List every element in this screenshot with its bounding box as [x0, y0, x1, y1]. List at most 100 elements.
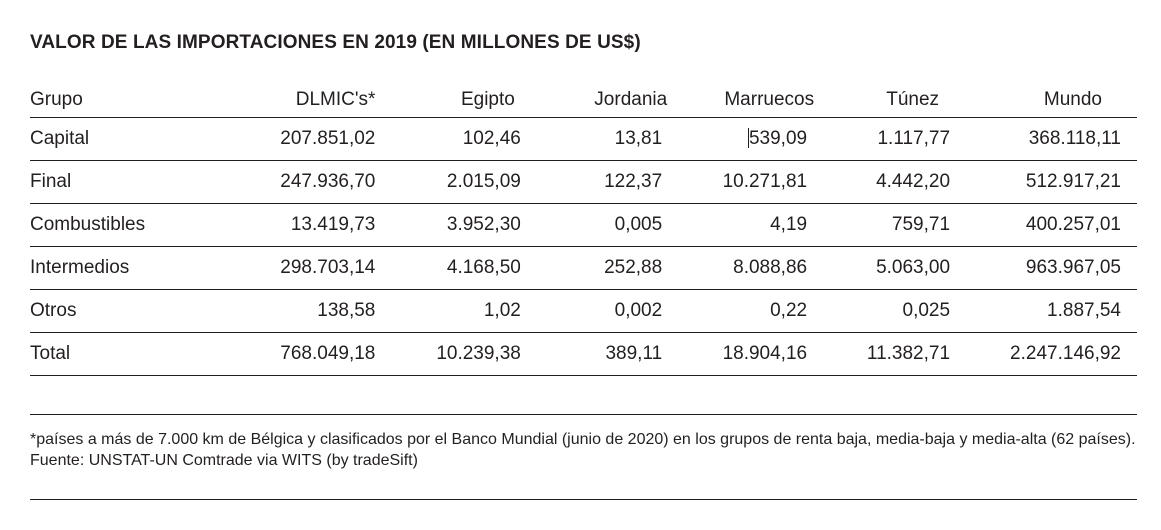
cell-marruecos: 10.271,81: [662, 160, 808, 203]
header-marruecos-label: Marruecos: [724, 89, 815, 110]
cell-dlmics: 13.419,73: [237, 203, 376, 246]
header-egipto-label: Egipto: [460, 89, 515, 110]
header-grupo: Grupo: [30, 89, 83, 110]
cell-value: Capital: [30, 127, 90, 149]
footnote-text: *países a más de 7.000 km de Bélgica y c…: [30, 431, 1136, 448]
cell-value: 138,58: [317, 299, 376, 321]
table-row: Combustibles 13.419,73 3.952,30 0,005 4,19 75…: [30, 203, 1137, 246]
cell-egipto: 3.952,30: [375, 203, 521, 246]
cell-value: Combustibles: [30, 213, 146, 235]
cell-value: 10.239,38: [436, 342, 521, 364]
table-row: Total 768.049,18 10.239,38 389,11 18.904,16 1…: [30, 332, 1137, 375]
header-tunez-label: Túnez: [886, 89, 940, 110]
cell-grupo: Intermedios: [30, 246, 237, 289]
cell-tunez: 0,025: [807, 289, 951, 332]
table-row: Final 247.936,70 2.015,09 122,37 10.271,81 4.…: [30, 160, 1137, 203]
cell-egipto: 4.168,50: [375, 246, 521, 289]
cell-value: 1.887,54: [1047, 299, 1121, 321]
cell-tunez: 4.442,20: [807, 160, 950, 203]
cell-value: 768.049,18: [280, 342, 376, 364]
cell-egipto: 102,46: [375, 117, 521, 160]
cell-jordania: 13,81: [521, 117, 663, 160]
cell-value: 207.851,02: [280, 127, 376, 149]
cell-mundo: 2.247.146,92: [950, 332, 1137, 375]
cell-value: 0,025: [902, 299, 951, 321]
cell-value: 4,19: [770, 213, 808, 235]
cell-tunez: 5.063,00: [807, 246, 950, 289]
header-mundo: Mundo: [950, 80, 1137, 117]
cell-egipto: 1,02: [375, 289, 521, 332]
cell-dlmics: 298.703,14: [237, 246, 376, 289]
footnotes: *países a más de 7.000 km de Bélgica y c…: [30, 414, 1137, 500]
cell-value: 2.247.146,92: [1010, 342, 1121, 364]
cell-marruecos: 539,09: [662, 117, 807, 160]
cell-marruecos: 8.088,86: [662, 246, 807, 289]
cell-mundo: 512.917,21: [950, 160, 1137, 203]
cell-dlmics: 768.049,18: [237, 332, 376, 375]
cell-value: 10.271,81: [722, 170, 808, 192]
header-jordania: Jordania: [521, 80, 667, 117]
cell-value: 298.703,14: [280, 256, 376, 278]
cell-jordania: 389,11: [521, 332, 662, 375]
cell-value: Final: [30, 170, 72, 192]
cell-tunez: 759,71: [807, 203, 950, 246]
cell-value: Otros: [30, 299, 77, 321]
cell-value: 247.936,70: [280, 170, 376, 192]
cell-value: 122,37: [604, 170, 663, 192]
cell-grupo: Combustibles: [30, 203, 237, 246]
cell-value: 0,002: [614, 299, 663, 321]
cell-egipto: 2.015,09: [375, 160, 521, 203]
cell-jordania: 122,37: [521, 160, 662, 203]
cell-grupo: Capital: [30, 117, 237, 160]
header-dlmics-label: DLMIC's*: [295, 89, 376, 110]
cell-value: 0,22: [770, 299, 808, 321]
cell-jordania: 0,005: [521, 203, 663, 246]
cell-value: 4.442,20: [876, 170, 951, 192]
cell-value: 759,71: [891, 213, 951, 235]
text-cursor: [747, 127, 749, 148]
header-dlmics: DLMIC's*: [237, 80, 376, 117]
cell-grupo: Final: [30, 160, 237, 203]
cell-value: 102,46: [462, 127, 521, 149]
cell-value: 13.419,73: [290, 213, 376, 235]
cell-dlmics: 138,58: [237, 289, 376, 332]
cell-jordania: 0,002: [521, 289, 663, 332]
cell-tunez: 11.382,71: [807, 332, 950, 375]
cell-value: 0,005: [614, 213, 663, 235]
cell-value: 539,09: [748, 127, 808, 149]
cell-value: 13,81: [614, 127, 663, 149]
table-row: Otros 138,58 1,02 0,002 0,22 0,025 1.887,54: [30, 289, 1137, 332]
imports-table: Grupo DLMIC's* Egipto Jordania Marruecos…: [30, 80, 1137, 376]
header-marruecos: Marruecos: [662, 80, 814, 117]
cell-marruecos: 4,19: [662, 203, 807, 246]
cell-value: 512.917,21: [1025, 170, 1121, 192]
cell-marruecos: 18.904,16: [662, 332, 808, 375]
cell-value: 2.015,09: [446, 170, 521, 192]
cell-value: 8.088,86: [733, 256, 808, 278]
cell-value: 368.118,11: [1028, 127, 1121, 149]
cell-mundo: 400.257,01: [950, 203, 1137, 246]
cell-value: 3.952,30: [446, 213, 521, 235]
header-egipto: Egipto: [375, 80, 520, 117]
cell-value: 11.382,71: [866, 342, 951, 364]
cell-value: 1,02: [483, 299, 521, 321]
cell-value: Intermedios: [30, 256, 130, 278]
cell-grupo: Total: [30, 332, 237, 375]
cell-jordania: 252,88: [521, 246, 662, 289]
cell-value: 1.117,77: [877, 127, 951, 149]
header-mundo-label: Mundo: [1043, 89, 1102, 110]
cell-mundo: 1.887,54: [950, 289, 1137, 332]
cell-value: 4.168,50: [446, 256, 521, 278]
cell-value: 18.904,16: [722, 342, 808, 364]
cell-egipto: 10.239,38: [375, 332, 521, 375]
table-row: Intermedios 298.703,14 4.168,50 252,88 8.088…: [30, 246, 1137, 289]
cell-dlmics: 247.936,70: [237, 160, 376, 203]
cell-dlmics: 207.851,02: [237, 117, 376, 160]
table-row: Capital 207.851,02 102,46 13,81 539,09 1.117,…: [30, 117, 1137, 160]
cell-tunez: 1.117,77: [807, 117, 950, 160]
cell-value: 252,88: [604, 256, 663, 278]
cell-value: 963.967,05: [1025, 256, 1121, 278]
cell-value: 5.063,00: [876, 256, 951, 278]
header-jordania-label: Jordania: [594, 89, 668, 110]
cell-grupo: Otros: [30, 289, 237, 332]
